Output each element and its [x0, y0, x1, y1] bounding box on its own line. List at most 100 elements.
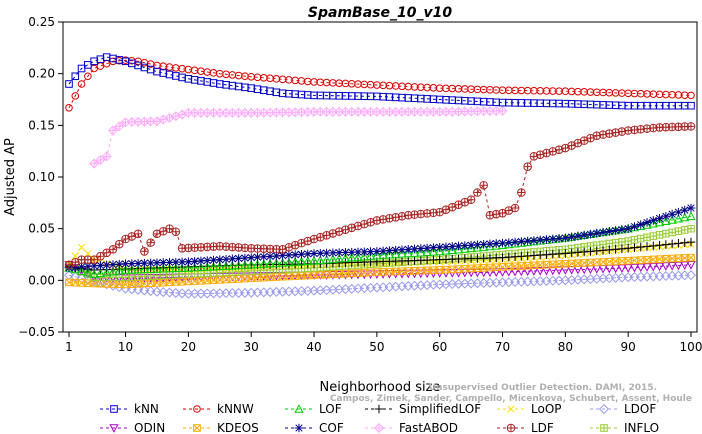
data-point-knnw [153, 61, 161, 70]
data-point-odin [472, 268, 483, 278]
data-point-cof [246, 253, 256, 262]
data-point-kdeos [266, 273, 274, 281]
data-point-ldof [170, 287, 181, 298]
watermark-line-1: Campos, Zimek, Sander, Campello, Micenko… [330, 394, 692, 404]
data-point-cof [121, 259, 130, 269]
data-point-fastabod [101, 151, 112, 162]
data-point-cof [359, 247, 369, 257]
legend-label-knn: kNN [134, 402, 159, 416]
data-point-simplifiedlof [686, 237, 696, 247]
data-point-inflo [636, 234, 645, 243]
data-point-inflo [662, 230, 670, 237]
data-point-lof [208, 261, 219, 271]
data-point-ldf [485, 210, 495, 220]
data-point-simplifiedlof [573, 248, 583, 257]
data-point-cof [498, 238, 507, 248]
data-point-kdeos [335, 270, 343, 278]
data-point-cof [102, 260, 111, 270]
data-point-kdeos [605, 257, 613, 266]
data-point-ldf [140, 247, 149, 256]
data-point-kdeos [687, 253, 695, 262]
data-point-inflo [624, 237, 632, 245]
data-point-ldf [511, 204, 519, 212]
data-point-ldf [510, 203, 520, 213]
data-point-ldf [598, 130, 608, 139]
data-point-cof [114, 259, 124, 269]
data-point-lof [234, 260, 244, 270]
data-point-odin [680, 261, 690, 271]
data-point-odin [529, 267, 539, 276]
legend-label-odin: ODIN [134, 421, 165, 434]
data-point-ldf [146, 238, 155, 247]
data-point-kdeos [134, 280, 142, 288]
data-point-cof [485, 239, 495, 249]
data-point-inflo [140, 272, 149, 281]
data-point-kdeos [593, 258, 601, 266]
data-point-lof [158, 263, 168, 273]
data-point-lof [321, 254, 332, 264]
data-point-kdeos [310, 271, 318, 279]
data-point-ldf [166, 225, 173, 232]
data-point-lof [328, 254, 338, 263]
data-point-odin [541, 266, 552, 276]
data-point-lof [83, 267, 93, 277]
data-point-lof [416, 247, 426, 257]
data-point-ldof [133, 284, 144, 295]
data-point-kdeos [216, 276, 224, 284]
series-line-lof [68, 215, 692, 275]
data-point-ldf [466, 195, 476, 205]
legend-item-cof: COF [285, 421, 344, 434]
data-point-cof [215, 255, 225, 264]
data-point-kdeos [228, 275, 237, 283]
data-point-inflo [687, 224, 695, 233]
data-point-cof [416, 244, 426, 253]
data-point-lof [296, 256, 307, 266]
data-point-cof [523, 236, 532, 246]
data-point-kdeos [681, 254, 689, 262]
x-axis-label: Neighborhood size [320, 380, 441, 395]
data-point-cof [246, 253, 256, 262]
data-point-kdeos [530, 261, 538, 270]
data-point-cof [234, 254, 243, 263]
data-point-lof [296, 256, 307, 266]
data-point-cof [397, 245, 407, 255]
data-point-kdeos [618, 257, 626, 265]
data-point-cof [284, 250, 294, 260]
legend-label-inflo: INFLO [624, 421, 659, 434]
legend-marker-ldof [598, 403, 610, 415]
data-point-inflo [103, 273, 110, 281]
y-tick-label: 0.20 [28, 67, 55, 81]
data-point-cof [605, 227, 614, 236]
data-point-kdeos [322, 270, 331, 279]
data-point-kdeos [580, 259, 588, 267]
data-point-cof [649, 216, 658, 225]
data-point-odin [554, 266, 564, 276]
data-point-kdeos [567, 259, 576, 268]
data-point-inflo [649, 232, 658, 240]
data-point-kdeos [473, 264, 482, 272]
data-point-lof [252, 259, 263, 269]
data-point-ldf [366, 217, 375, 227]
data-point-cof [278, 251, 287, 260]
data-point-lof [171, 263, 181, 273]
data-point-ldf [554, 145, 564, 155]
data-point-cof [454, 241, 463, 251]
data-point-ldf [524, 163, 531, 170]
data-point-lof [139, 264, 150, 274]
data-point-cof [171, 257, 181, 267]
data-point-lof [152, 264, 162, 273]
data-point-simplifiedlof [605, 245, 614, 255]
data-point-cof [642, 218, 652, 227]
data-point-kdeos [153, 279, 161, 287]
data-point-cof [655, 214, 664, 223]
y-tick-label: −0.05 [18, 325, 55, 339]
data-point-kdeos [517, 262, 526, 270]
data-point-kdeos [159, 278, 167, 287]
data-point-cof [127, 259, 137, 268]
data-point-simplifiedlof [636, 242, 646, 252]
data-point-lof [378, 250, 388, 259]
data-point-kdeos [209, 276, 218, 284]
data-point-cof [447, 242, 457, 251]
data-point-ldf [617, 127, 627, 136]
data-point-cof [667, 209, 677, 219]
